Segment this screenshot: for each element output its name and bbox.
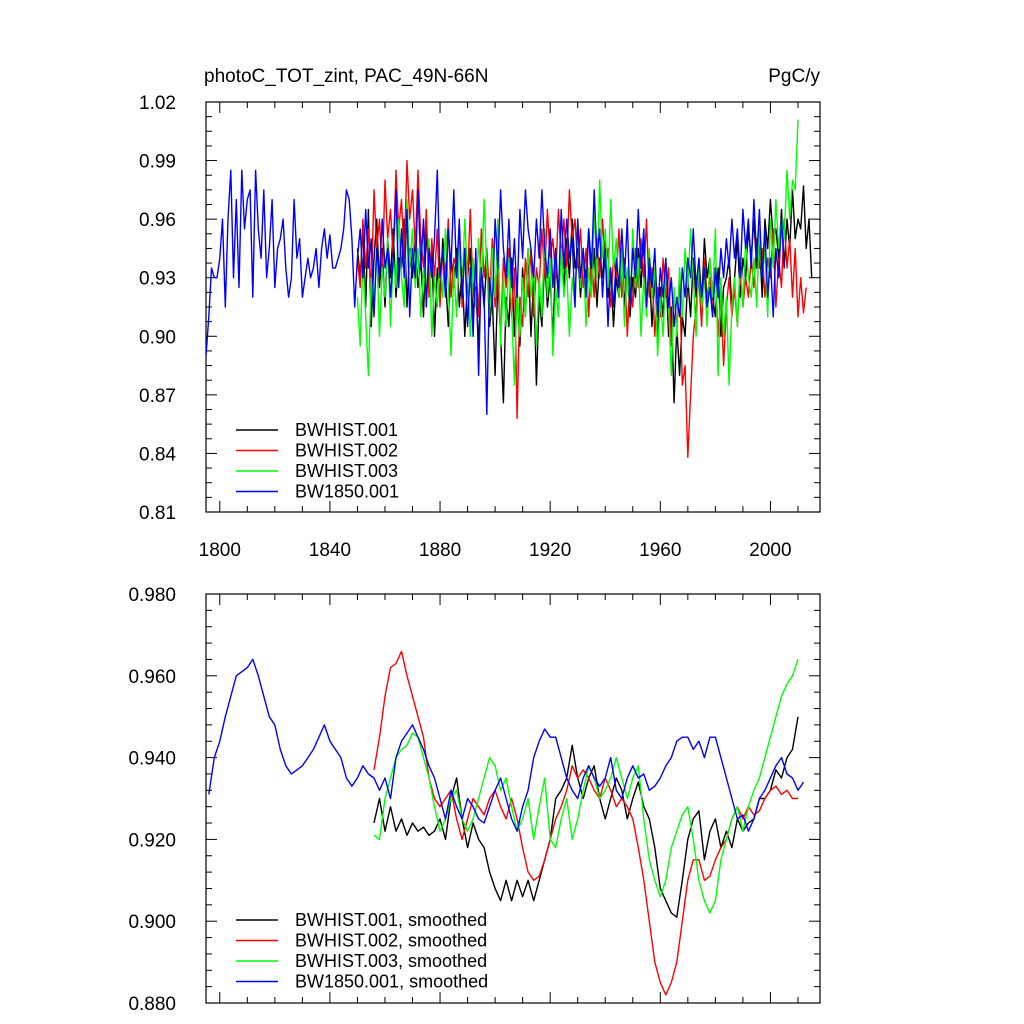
legend-label: BWHIST.001 [295,420,398,440]
x-tick-label: 1800 [199,540,241,561]
y-tick-label: 0.900 [128,912,176,933]
y-tick-label: 0.99 [139,152,176,173]
y-tick-label: 0.93 [139,269,176,290]
top-panel: 0.81 0.84 0.87 0.90 0.93 0.96 0.99 1.02 1800 1840… [139,66,821,561]
x-tick-label: 2000 [749,540,791,561]
y-tick-label: 0.980 [128,585,176,606]
y-tick-label: 0.880 [128,994,176,1015]
x-tick-label: 1880 [419,540,461,561]
units-label: PgC/y [768,66,820,87]
series-line-bw1850-001 [206,169,785,416]
legend-label: BW1850.001 [295,482,399,502]
series-line-bwhist-003-smoothed [373,659,799,914]
y-tick-label: 1.02 [139,93,176,114]
legend-label: BWHIST.003 [295,461,398,481]
x-tick-label: 1920 [529,540,571,561]
legend-label: BW1850.001, smoothed [295,972,488,992]
y-tick-label: 0.90 [139,327,176,348]
series-line-bwhist-001-smoothed [373,716,799,918]
legend-label: BWHIST.001, smoothed [295,910,487,930]
y-tick-label: 0.81 [139,503,176,524]
legend-label: BWHIST.002 [295,441,398,461]
x-tick-label: 1840 [309,540,351,561]
y-tick-label: 0.87 [139,386,176,407]
bottom-panel: 0.880 0.900 0.920 0.940 0.960 0.980 BWHIST.001… [128,585,821,1015]
series-line-bw1850-001-smoothed [208,658,805,832]
x-tick-label: 1960 [639,540,681,561]
y-tick-label: 0.84 [139,444,176,465]
y-tick-label: 0.960 [128,667,176,688]
legend-label: BWHIST.002, smoothed [295,931,487,951]
y-tick-label: 0.920 [128,830,176,851]
chart-title: photoC_TOT_zint, PAC_49N-66N [204,66,488,87]
series-line-bwhist-002 [356,159,807,458]
plot-frame [205,593,821,1004]
y-tick-label: 0.940 [128,749,176,770]
y-tick-label: 0.96 [139,210,176,231]
legend-label: BWHIST.003, smoothed [295,951,487,971]
